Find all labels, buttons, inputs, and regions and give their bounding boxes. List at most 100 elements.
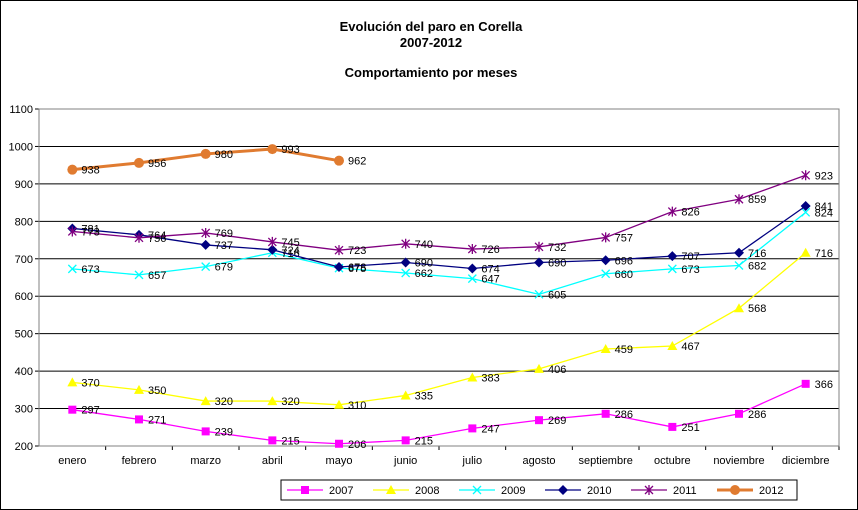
series-2008: 370 350 320 320 310 335 383 406 459 467 568 716	[67, 247, 833, 412]
x-tick-label: junio	[393, 455, 417, 467]
data-label-2010: 724	[281, 245, 299, 257]
x-tick-label: julio	[462, 455, 483, 467]
series-2012: 938 956 980 993 962	[67, 144, 366, 177]
data-point-2010	[600, 255, 611, 266]
data-point-2010	[267, 244, 278, 255]
data-label-2008: 383	[481, 372, 499, 384]
data-label-2008: 350	[148, 385, 166, 397]
data-point-2010	[534, 257, 544, 268]
y-tick-label: 900	[15, 179, 33, 191]
data-label-2007: 239	[215, 426, 233, 438]
data-point-2007	[801, 379, 810, 388]
legend-swatch-marker	[301, 486, 309, 494]
data-point-2010	[334, 262, 344, 273]
data-label-2011: 723	[348, 245, 366, 257]
data-point-2011	[601, 232, 611, 243]
legend-swatch-marker	[558, 485, 568, 495]
data-label-2007: 271	[148, 414, 166, 426]
data-point-2009	[401, 268, 411, 278]
x-axis-ticks: enero febrero marzo abril mayo junio julio agos…	[58, 446, 840, 467]
data-label-2010: 764	[148, 230, 166, 242]
data-point-2007	[201, 427, 210, 436]
legend-label: 2011	[673, 485, 697, 497]
data-label-2010: 678	[348, 262, 366, 274]
data-point-2011	[734, 194, 744, 205]
data-label-2007: 286	[748, 409, 766, 421]
legend-swatch-marker	[730, 485, 740, 495]
data-label-2007: 215	[415, 435, 433, 447]
data-label-2008: 320	[281, 396, 299, 408]
data-point-2010	[200, 239, 211, 250]
data-point-2011	[134, 232, 144, 243]
data-label-2009: 662	[415, 268, 433, 280]
y-tick-label: 400	[15, 366, 33, 378]
data-point-2008	[67, 377, 78, 387]
data-label-2009: 824	[815, 207, 833, 219]
grid-lines	[39, 145, 839, 410]
data-point-2007	[335, 439, 343, 448]
x-tick-label: octubre	[654, 455, 691, 467]
data-point-2008	[667, 341, 678, 351]
data-point-2007	[668, 422, 677, 431]
data-label-2011: 769	[215, 228, 233, 240]
data-point-2011	[201, 227, 211, 238]
data-point-2008	[200, 396, 211, 406]
data-point-2011	[801, 170, 811, 181]
legend-label: 2009	[501, 485, 525, 497]
series-line-2009	[72, 211, 807, 296]
data-label-2009: 660	[615, 269, 633, 281]
data-point-2009	[67, 264, 77, 274]
data-label-2012: 938	[81, 165, 99, 177]
data-label-2010: 690	[548, 258, 566, 270]
data-point-2011	[267, 236, 277, 247]
data-label-2011: 726	[481, 244, 499, 256]
data-label-2012: 993	[281, 144, 299, 156]
data-point-2012	[134, 157, 144, 168]
chart-subtitle: 2007-2012	[400, 35, 462, 50]
data-point-2010	[800, 200, 811, 211]
data-point-2011	[667, 206, 677, 217]
x-tick-label: abril	[262, 455, 283, 467]
data-label-2009: 673	[81, 264, 99, 276]
data-label-2007: 297	[81, 405, 99, 417]
x-tick-label: mayo	[326, 455, 353, 467]
data-point-2012	[334, 155, 344, 166]
data-label-2010: 841	[815, 201, 833, 213]
legend: 2007 2008 2009 2010 2011 2012	[280, 479, 798, 501]
data-point-2011	[67, 226, 77, 237]
data-point-2009	[467, 274, 477, 284]
data-point-2010	[467, 263, 478, 274]
data-point-2008	[267, 396, 278, 406]
y-tick-label: 300	[15, 404, 33, 416]
data-point-2007	[401, 436, 410, 445]
legend-label: 2008	[415, 485, 439, 497]
data-label-2012: 980	[215, 149, 233, 161]
data-label-2007: 286	[615, 409, 633, 421]
data-point-2012	[67, 164, 78, 175]
data-label-2009: 605	[548, 289, 566, 301]
data-label-2011: 757	[615, 232, 633, 244]
data-point-2008	[734, 303, 744, 313]
chart-subtitle-2: Comportamiento por meses	[345, 65, 518, 80]
data-label-2007: 215	[281, 435, 299, 447]
data-label-2010: 696	[615, 255, 633, 267]
data-point-2008	[134, 384, 144, 394]
x-tick-label: marzo	[190, 455, 221, 467]
data-label-2009: 647	[481, 274, 499, 286]
legend-swatch-marker	[386, 485, 396, 494]
chart-title: Evolución del paro en Corella	[340, 19, 524, 34]
data-point-2010	[734, 247, 744, 258]
data-point-2009	[801, 207, 811, 217]
y-axis-ticks: 200 300 400 500 600 700 800 900 1000 1100	[9, 104, 39, 453]
y-tick-label: 700	[15, 254, 33, 266]
data-label-2011: 826	[681, 207, 699, 219]
y-tick-label: 1000	[9, 141, 33, 153]
data-point-2009	[734, 261, 744, 270]
data-point-2007	[535, 416, 543, 425]
y-tick-label: 600	[15, 291, 33, 303]
x-tick-label: diciembre	[782, 455, 830, 467]
